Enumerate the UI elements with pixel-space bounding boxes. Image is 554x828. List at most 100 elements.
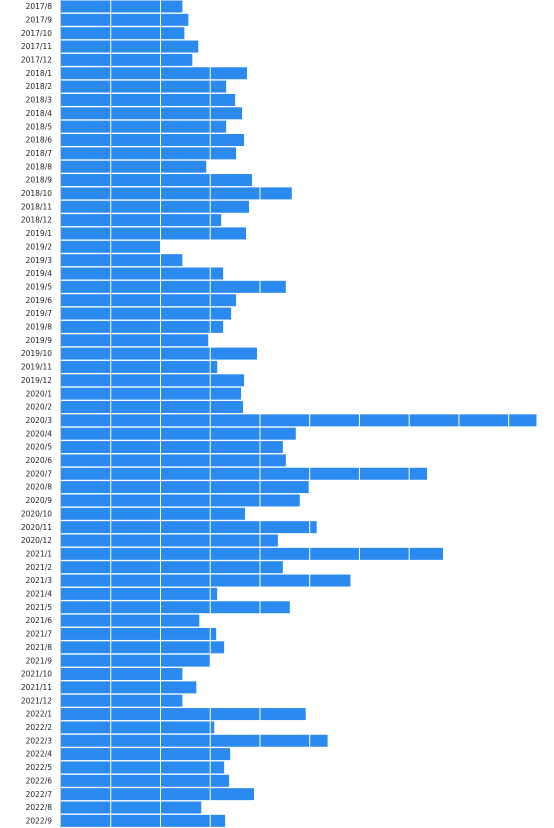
y-tick-label: 2019/12 [21, 376, 52, 385]
bar-2021-12 [61, 694, 183, 707]
bar-2018-10 [61, 187, 292, 200]
gridlines-group [110, 0, 510, 828]
y-tick-label: 2018/10 [21, 189, 52, 198]
bar-2022-1 [61, 708, 306, 721]
y-tick-label: 2018/11 [21, 202, 52, 211]
y-tick-label: 2020/12 [21, 536, 52, 545]
bar-2019-8 [61, 320, 224, 333]
y-tick-label: 2021/3 [26, 576, 53, 585]
bar-2019-4 [61, 267, 224, 280]
bar-2022-2 [61, 721, 215, 734]
bar-2022-6 [61, 774, 230, 787]
bar-2022-3 [61, 734, 328, 747]
bar-2020-10 [61, 507, 246, 520]
bar-2022-7 [61, 788, 254, 801]
bar-2021-10 [61, 668, 183, 680]
y-tick-label: 2019/10 [21, 349, 52, 358]
bar-2018-1 [61, 67, 248, 80]
y-tick-label: 2018/8 [26, 162, 53, 171]
y-tick-label: 2018/6 [26, 136, 53, 145]
y-tick-label: 2017/12 [21, 56, 52, 65]
bar-2022-9 [61, 814, 226, 827]
bar-2021-11 [61, 681, 197, 694]
y-tick-label: 2019/3 [26, 256, 53, 265]
y-tick-label: 2019/8 [26, 323, 53, 332]
bar-2020-1 [61, 387, 242, 400]
y-tick-label: 2017/11 [21, 42, 52, 51]
bar-2019-11 [61, 360, 218, 373]
y-tick-label: 2020/5 [26, 443, 53, 452]
y-tick-label: 2018/7 [26, 149, 53, 158]
bar-2021-6 [61, 614, 200, 627]
y-tick-label: 2019/4 [26, 269, 53, 278]
bar-2017-8 [61, 0, 183, 13]
y-tick-label: 2022/1 [26, 710, 53, 719]
y-tick-label: 2022/9 [26, 816, 53, 825]
y-tick-label: 2020/2 [26, 403, 53, 412]
y-tick-label: 2019/9 [26, 336, 53, 345]
bar-2019-10 [61, 347, 257, 360]
bar-2021-4 [61, 587, 218, 600]
y-tick-label: 2020/11 [21, 523, 52, 532]
bar-2019-9 [61, 334, 209, 347]
y-tick-label: 2018/4 [26, 109, 53, 118]
y-tick-label: 2020/8 [26, 483, 53, 492]
y-tick-label: 2017/8 [26, 2, 53, 11]
bar-2021-7 [61, 627, 217, 640]
y-tick-label: 2021/6 [26, 616, 53, 625]
y-tick-label: 2018/9 [26, 176, 53, 185]
y-tick-label: 2018/12 [21, 216, 52, 225]
y-tick-label: 2019/5 [26, 282, 53, 291]
bar-2021-3 [61, 574, 351, 587]
bar-2018-4 [61, 107, 243, 120]
bar-2017-10 [61, 27, 185, 40]
bar-2022-5 [61, 761, 225, 774]
bar-2020-7 [61, 467, 428, 480]
y-tick-label: 2021/2 [26, 563, 53, 572]
bar-2018-5 [61, 120, 227, 133]
bar-2018-2 [61, 80, 227, 93]
y-tick-label: 2021/5 [26, 603, 53, 612]
bar-2018-11 [61, 200, 250, 213]
y-tick-label: 2020/7 [26, 469, 53, 478]
bar-2022-8 [61, 801, 202, 814]
y-tick-label: 2022/3 [26, 736, 53, 745]
bar-2021-2 [61, 561, 283, 574]
y-tick-label: 2021/7 [26, 630, 53, 639]
y-tick-label: 2019/7 [26, 309, 53, 318]
y-tick-label: 2020/10 [21, 509, 52, 518]
y-tick-label: 2019/6 [26, 296, 53, 305]
bar-2021-9 [61, 654, 211, 667]
y-tick-label: 2020/6 [26, 456, 53, 465]
bar-2020-5 [61, 441, 283, 454]
bar-2017-12 [61, 53, 193, 66]
y-tick-label: 2022/6 [26, 776, 53, 785]
bar-2020-8 [61, 481, 309, 494]
bar-2020-6 [61, 454, 286, 467]
y-tick-label: 2021/4 [26, 590, 53, 599]
y-tick-label: 2021/11 [21, 683, 52, 692]
y-tick-label: 2019/1 [26, 229, 53, 238]
bars-group [61, 0, 537, 827]
bar-2017-9 [61, 13, 189, 26]
y-tick-label: 2022/5 [26, 763, 53, 772]
y-tick-label: 2021/9 [26, 656, 53, 665]
y-tick-label: 2022/4 [26, 750, 53, 759]
y-tick-label: 2018/3 [26, 96, 53, 105]
y-tick-label: 2021/1 [26, 549, 53, 558]
bar-2019-6 [61, 294, 237, 307]
bar-2017-11 [61, 40, 199, 53]
y-tick-label: 2020/4 [26, 429, 53, 438]
bar-2018-12 [61, 214, 222, 227]
bar-2018-7 [61, 147, 237, 160]
bar-2022-4 [61, 748, 231, 761]
bar-2021-8 [61, 641, 225, 654]
y-tick-label: 2018/1 [26, 69, 53, 78]
y-tick-label: 2018/5 [26, 122, 53, 131]
bar-2018-3 [61, 93, 236, 106]
y-tick-label: 2018/2 [26, 82, 53, 91]
bar-2019-3 [61, 254, 183, 267]
y-tick-label: 2017/10 [21, 29, 52, 38]
y-tick-labels: 2017/82017/92017/102017/112017/122018/12… [21, 2, 52, 825]
bar-2020-4 [61, 427, 296, 440]
